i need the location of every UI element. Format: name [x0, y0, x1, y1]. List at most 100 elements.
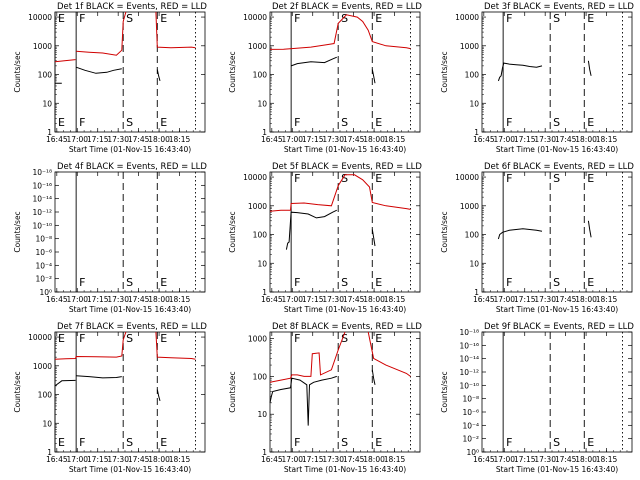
marker-label: S — [126, 436, 133, 449]
x-tick-label: 16:45 — [473, 455, 495, 464]
marker-label: E — [375, 276, 382, 289]
y-tick-label: 10 — [469, 259, 479, 268]
x-tick-label: 17:45 — [555, 135, 577, 144]
x-tick-label: 18:00 — [575, 135, 597, 144]
marker-label-top: F — [79, 332, 85, 345]
plot-frame — [269, 171, 421, 293]
y-tick-label: 1 — [47, 448, 52, 457]
y-axis-label: Counts/sec — [13, 371, 22, 412]
events-series-line — [290, 56, 337, 67]
y-tick-label: 1000 — [248, 335, 267, 344]
panel-det-5: Det 5f BLACK = Events, RED = LLD16:4517:… — [228, 162, 422, 314]
x-tick-label: 17:15 — [302, 455, 324, 464]
x-tick-label: 17:00 — [493, 135, 515, 144]
x-tick-label: 16:45 — [473, 135, 495, 144]
marker-label-top: F — [294, 12, 300, 25]
y-tick-label: 1 — [262, 288, 267, 297]
events-series-line — [75, 66, 122, 74]
marker-label: F — [294, 436, 300, 449]
y-tick-label: 10⁻¹² — [32, 208, 52, 217]
plot-frame — [54, 11, 206, 133]
events-series-line — [54, 79, 62, 84]
events-series-line — [371, 69, 376, 84]
marker-label: E — [58, 116, 65, 129]
x-tick-label: 17:30 — [107, 455, 129, 464]
events-series-line — [285, 209, 338, 250]
marker-label-top: S — [341, 12, 348, 25]
marker-label: S — [553, 436, 560, 449]
chart-title: Det 8f BLACK = Events, RED = LLD — [272, 322, 422, 332]
y-axis-label: Counts/sec — [440, 371, 449, 412]
marker-label-top: E — [58, 332, 65, 345]
x-tick-label: 18:00 — [148, 295, 170, 304]
events-series-line — [156, 69, 161, 82]
y-tick-label: 100 — [253, 231, 268, 240]
marker-label-top: S — [553, 172, 560, 185]
x-tick-label: 17:30 — [107, 135, 129, 144]
marker-label: E — [160, 436, 167, 449]
x-tick-label: 17:00 — [281, 295, 303, 304]
marker-label-top: E — [375, 172, 382, 185]
marker-label: F — [79, 116, 85, 129]
y-tick-label: 1000 — [460, 202, 479, 211]
y-tick-label: 100 — [38, 391, 53, 400]
x-tick-label: 18:15 — [169, 135, 191, 144]
marker-label: S — [553, 276, 560, 289]
x-tick-label: 18:15 — [384, 135, 406, 144]
marker-label-top: E — [587, 172, 594, 185]
y-tick-label: 1 — [262, 448, 267, 457]
x-tick-label: 18:00 — [575, 455, 597, 464]
marker-label-top: F — [79, 12, 85, 25]
y-tick-label: 10⁻⁸ — [35, 235, 52, 244]
y-tick-label: 10⁻⁶ — [462, 408, 479, 417]
y-axis-label: Counts/sec — [13, 211, 22, 252]
x-tick-label: 18:15 — [384, 455, 406, 464]
chart-title: Det 1f BLACK = Events, RED = LLD — [57, 2, 207, 12]
y-axis-label: Counts/sec — [13, 51, 22, 92]
y-tick-label: 10⁻¹⁶ — [32, 181, 52, 190]
x-tick-label: 17:00 — [66, 135, 88, 144]
x-axis-label: Start Time (01-Nov-15 16:43:40) — [496, 305, 618, 314]
x-tick-label: 18:00 — [363, 135, 385, 144]
panel-det-6: Det 6f BLACK = Events, RED = LLD16:4517:… — [440, 162, 634, 314]
y-tick-label: 10⁰ — [466, 448, 479, 457]
y-tick-label: 1000 — [33, 362, 52, 371]
x-axis-label: Start Time (01-Nov-15 16:43:40) — [69, 465, 191, 474]
x-tick-label: 18:00 — [148, 455, 170, 464]
chart-title: Det 4f BLACK = Events, RED = LLD — [57, 162, 207, 172]
lld-series-line — [269, 331, 346, 383]
x-tick-label: 17:00 — [493, 455, 515, 464]
lld-series-line — [269, 14, 411, 50]
x-tick-label: 17:00 — [66, 295, 88, 304]
y-tick-label: 10⁻¹⁰ — [32, 221, 52, 230]
y-axis-label: Counts/sec — [228, 211, 237, 252]
x-tick-label: 17:15 — [514, 295, 536, 304]
x-tick-label: 18:00 — [363, 295, 385, 304]
x-tick-label: 17:45 — [343, 135, 365, 144]
x-tick-label: 16:45 — [46, 295, 68, 304]
y-tick-label: 10000 — [28, 333, 52, 342]
plot-frame — [269, 11, 421, 133]
marker-label: E — [587, 116, 594, 129]
chart-title: Det 7f BLACK = Events, RED = LLD — [57, 322, 207, 332]
events-series-line — [269, 375, 337, 426]
chart-title: Det 3f BLACK = Events, RED = LLD — [484, 2, 634, 12]
x-tick-label: 16:45 — [473, 295, 495, 304]
x-tick-label: 18:00 — [148, 135, 170, 144]
chart-title: Det 5f BLACK = Events, RED = LLD — [272, 162, 422, 172]
lld-series-line — [155, 11, 196, 49]
y-tick-label: 10000 — [243, 173, 267, 182]
x-tick-label: 17:45 — [128, 455, 150, 464]
marker-label-top: F — [294, 172, 300, 185]
x-tick-label: 17:15 — [87, 135, 109, 144]
x-tick-label: 18:15 — [596, 455, 618, 464]
x-tick-label: 17:30 — [534, 455, 556, 464]
marker-label: E — [160, 116, 167, 129]
marker-label-top: F — [294, 332, 300, 345]
marker-label: S — [553, 116, 560, 129]
y-tick-label: 10000 — [28, 13, 52, 22]
y-axis-label: Counts/sec — [440, 51, 449, 92]
x-tick-label: 17:15 — [514, 135, 536, 144]
x-axis-label: Start Time (01-Nov-15 16:43:40) — [284, 465, 406, 474]
marker-label: F — [294, 116, 300, 129]
